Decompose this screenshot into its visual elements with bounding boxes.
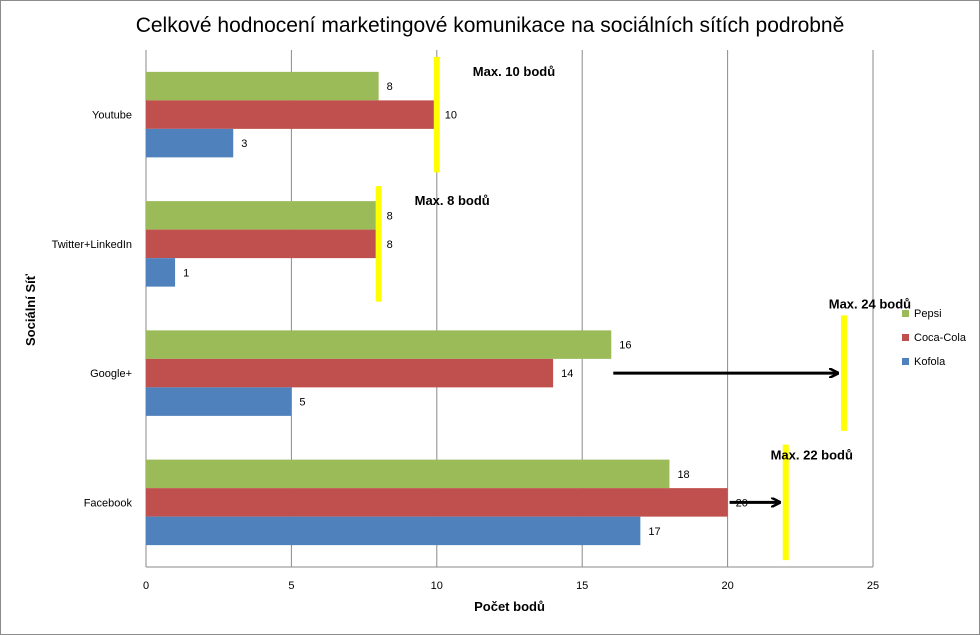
data-label-youtube-pepsi: 8	[387, 81, 393, 93]
bar-facebook-pepsi	[146, 459, 670, 489]
data-label-twitter-linkedin-kofola: 1	[183, 267, 189, 279]
x-tick-label-10: 10	[431, 580, 443, 592]
data-label-google-pepsi: 16	[619, 340, 631, 352]
data-label-twitter-linkedin-coca-cola: 8	[387, 239, 393, 251]
max-marker-facebook	[782, 444, 789, 561]
x-tick-label-5: 5	[288, 580, 294, 592]
data-label-facebook-pepsi: 18	[677, 469, 689, 481]
data-label-youtube-coca-cola: 10	[445, 110, 457, 122]
y-axis-title: Sociální Síť	[23, 273, 38, 346]
bar-twitter-linkedin-coca-cola	[146, 229, 379, 259]
legend-swatch-pepsi	[902, 310, 909, 317]
max-marker-youtube	[433, 56, 440, 173]
legend-label-pepsi: Pepsi	[914, 308, 942, 320]
legend-swatch-kofola	[902, 358, 909, 365]
x-tick-label-0: 0	[143, 580, 149, 592]
bar-google-coca-cola	[146, 358, 554, 388]
y-tick-label-facebook: Facebook	[84, 497, 133, 509]
bar-youtube-kofola	[146, 128, 234, 158]
y-tick-label-youtube: Youtube	[92, 110, 132, 122]
bar-facebook-kofola	[146, 516, 641, 546]
bar-google-pepsi	[146, 330, 612, 359]
bar-twitter-linkedin-kofola	[146, 258, 176, 287]
legend-label-kofola: Kofola	[914, 356, 946, 368]
max-label-google: Max. 24 bodů	[829, 296, 911, 311]
data-label-facebook-kofola: 17	[648, 526, 660, 538]
max-label-twitter-linkedin: Max. 8 bodů	[415, 193, 490, 208]
legend-label-coca-cola: Coca-Cola	[914, 332, 967, 344]
x-tick-label-15: 15	[576, 580, 588, 592]
chart-title: Celkové hodnocení marketingové komunikac…	[135, 14, 845, 37]
legend-swatch-coca-cola	[902, 334, 909, 341]
x-tick-label-20: 20	[721, 580, 733, 592]
x-tick-label-25: 25	[867, 580, 879, 592]
y-tick-label-google: Google+	[90, 368, 132, 380]
x-axis-title: Počet bodů	[474, 599, 545, 614]
max-label-youtube: Max. 10 bodů	[473, 64, 555, 79]
data-label-google-kofola: 5	[299, 397, 305, 409]
data-label-youtube-kofola: 3	[241, 138, 247, 150]
bar-google-kofola	[146, 387, 292, 416]
max-marker-google	[840, 315, 847, 431]
bar-youtube-coca-cola	[146, 100, 437, 129]
y-tick-label-twitter-linkedin: Twitter+LinkedIn	[52, 239, 132, 251]
data-label-twitter-linkedin-pepsi: 8	[387, 210, 393, 222]
max-label-facebook: Max. 22 bodů	[771, 448, 853, 463]
data-label-google-coca-cola: 14	[561, 368, 573, 380]
bar-facebook-coca-cola	[146, 488, 728, 517]
max-marker-twitter-linkedin	[375, 186, 382, 302]
bar-twitter-linkedin-pepsi	[146, 201, 379, 230]
bar-youtube-pepsi	[146, 71, 379, 101]
